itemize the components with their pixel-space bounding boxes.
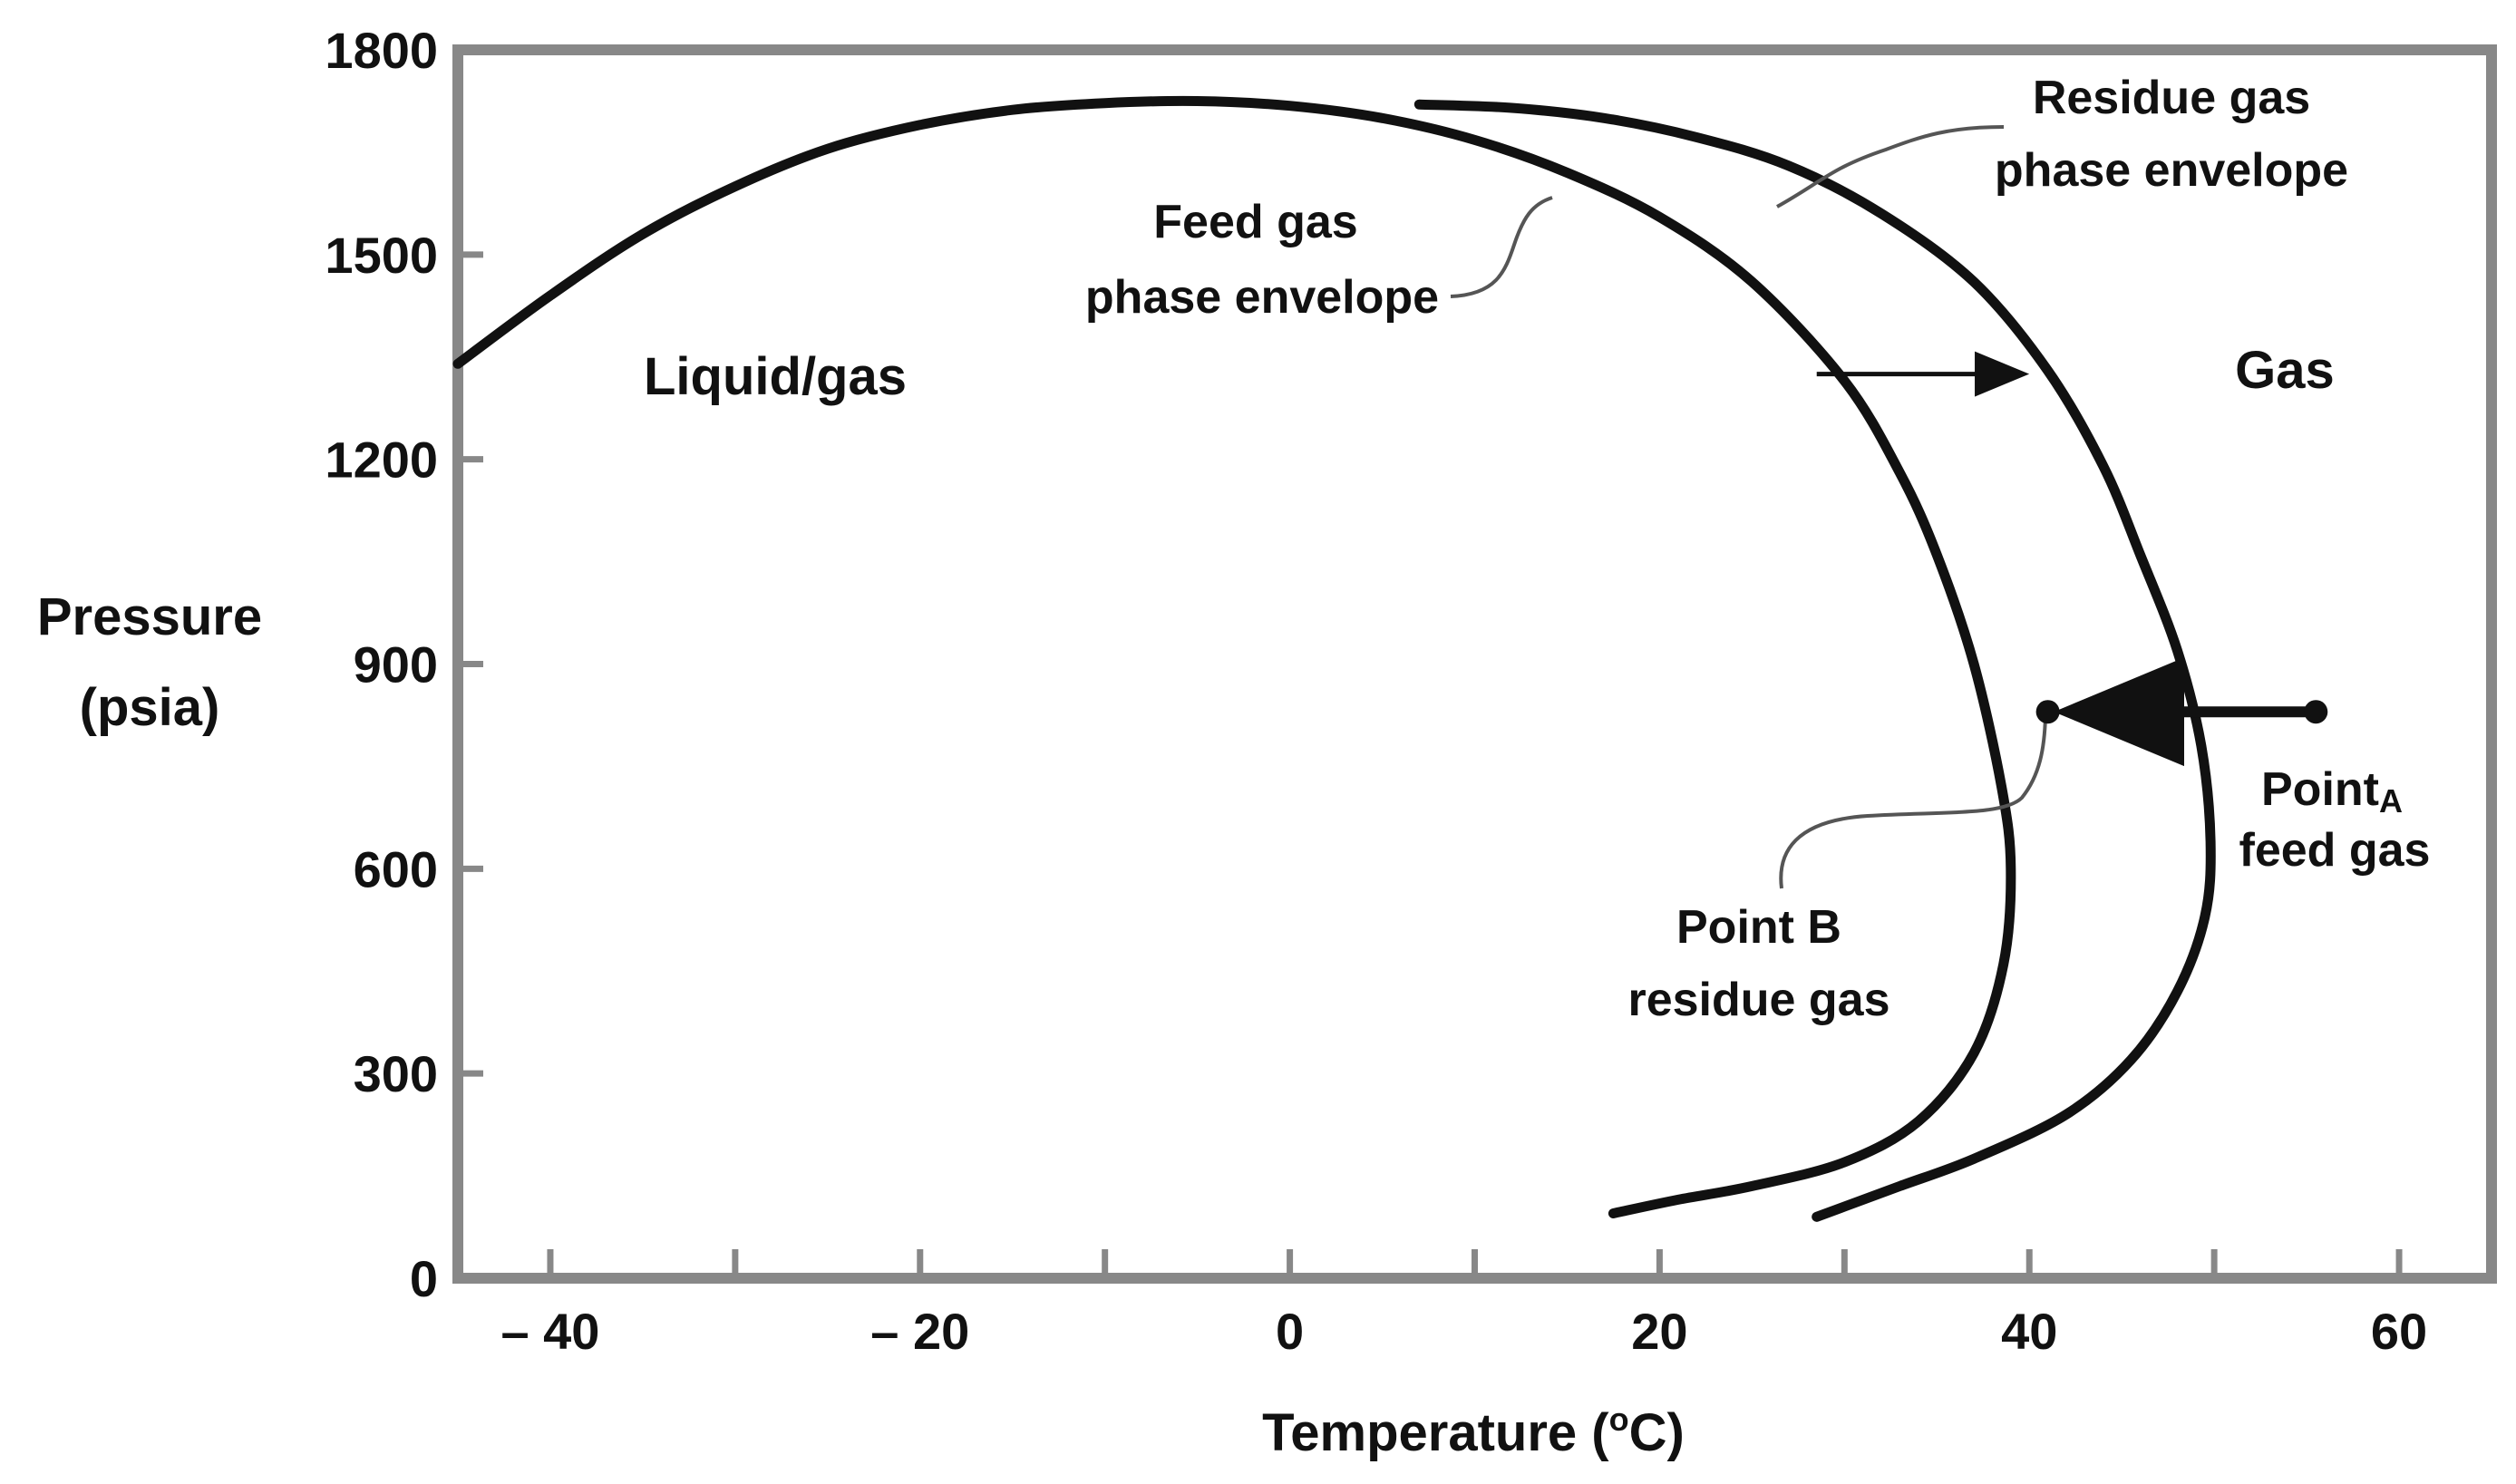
x-axis-title-end: C) xyxy=(1629,1403,1685,1462)
point-b-leader-line xyxy=(1779,715,2047,889)
y-tick-label-6: 1800 xyxy=(325,22,438,79)
point-b-marker xyxy=(2035,700,2060,724)
point-a-label-line2: feed gas xyxy=(2239,824,2431,877)
x-tick-label-4: 40 xyxy=(2001,1303,2057,1360)
y-axis-title-line2: (psia) xyxy=(80,678,220,737)
feed-gas-label-line2: phase envelope xyxy=(1085,271,1439,324)
arrows-layer xyxy=(1816,351,2317,767)
region-label-liquid-gas: Liquid/gas xyxy=(644,347,907,406)
point-a-marker xyxy=(2304,700,2328,724)
y-tick-label-4: 1200 xyxy=(325,432,438,489)
feed-leader-line xyxy=(1450,196,1553,298)
residue-gas-envelope-curve xyxy=(1413,99,2216,1222)
feed-gas-label-line1: Feed gas xyxy=(1153,196,1357,248)
y-axis-title-line1: Pressure xyxy=(37,587,262,646)
residue-gas-label-line1: Residue gas xyxy=(2033,72,2310,124)
y-tick-label-0: 0 xyxy=(410,1250,438,1307)
points-layer xyxy=(2035,700,2328,724)
x-axis-title: Temperature (oC) xyxy=(1262,1401,1685,1462)
region-label-gas: Gas xyxy=(2235,341,2335,400)
y-tick-label-2: 600 xyxy=(354,840,438,897)
x-tick-label-0: – 40 xyxy=(500,1303,599,1360)
x-axis-title-sup: o xyxy=(1609,1401,1629,1438)
x-tick-label-1: – 20 xyxy=(870,1303,969,1360)
point-a-label-sub: A xyxy=(2379,782,2403,820)
curves-layer xyxy=(452,95,2216,1222)
y-tick-label-3: 900 xyxy=(354,636,438,694)
x-axis-title-main: Temperature ( xyxy=(1262,1403,1609,1462)
x-tick-label-5: 60 xyxy=(2371,1303,2427,1360)
x-tick-label-2: 0 xyxy=(1276,1303,1304,1360)
leader-lines-layer xyxy=(1450,125,2047,889)
point-a-label-line1: PointA xyxy=(2261,763,2403,820)
point-a-label-main: Point xyxy=(2261,763,2379,816)
y-tick-label-5: 1500 xyxy=(325,227,438,284)
residue-leader-line xyxy=(1776,125,2005,209)
y-tick-label-1: 300 xyxy=(354,1045,438,1102)
x-tick-label-3: 20 xyxy=(1631,1303,1687,1360)
point-b-label-line1: Point B xyxy=(1676,901,1841,954)
point-b-label-line2: residue gas xyxy=(1627,974,1889,1026)
feed-gas-envelope-curve xyxy=(452,95,2016,1218)
residue-gas-label-line2: phase envelope xyxy=(1995,144,2348,197)
